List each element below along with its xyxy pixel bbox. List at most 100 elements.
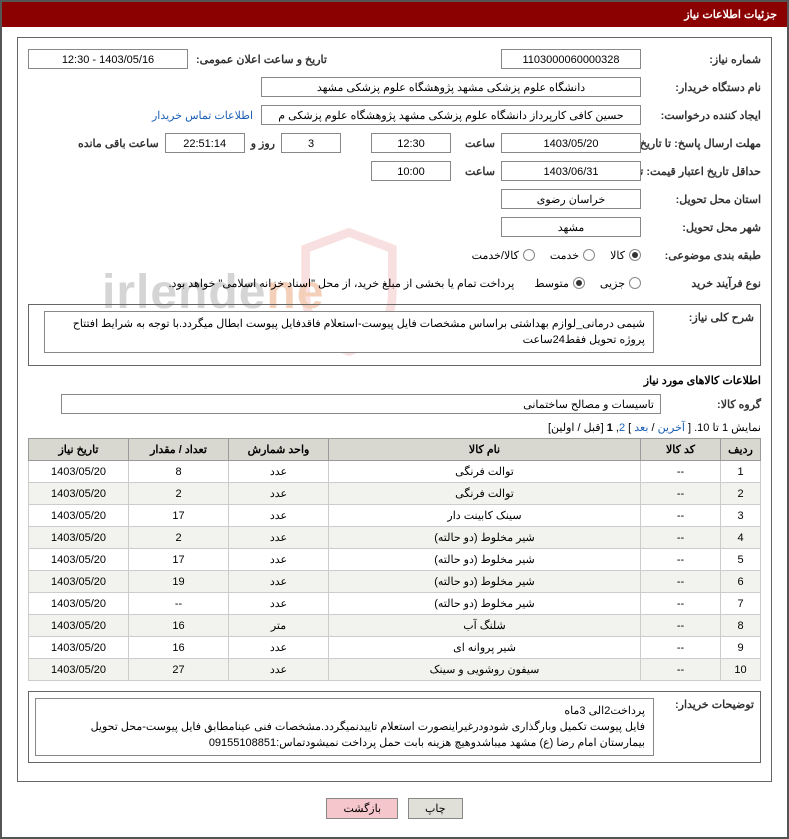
cell-name: سینک کابینت دار (329, 505, 641, 527)
label-city: شهر محل تحویل: (641, 221, 761, 234)
cell-unit: عدد (229, 659, 329, 681)
category-option-0[interactable]: کالا (610, 249, 641, 262)
cell-idx: 8 (721, 615, 761, 637)
cell-code: -- (641, 615, 721, 637)
cell-date: 1403/05/20 (29, 659, 129, 681)
label-hour-2: ساعت (451, 165, 501, 178)
row-ptype: نوع فرآیند خرید جزیی متوسط پرداخت تمام یا… (28, 272, 761, 294)
cell-name: شیر مخلوط (دو حالته) (329, 549, 641, 571)
th-unit: واحد شمارش (229, 439, 329, 461)
category-option-1[interactable]: خدمت (550, 249, 595, 262)
radio-label: کالا/خدمت (472, 249, 519, 262)
cell-code: -- (641, 593, 721, 615)
cell-qty: 16 (129, 637, 229, 659)
pager-prefix: نمایش 1 تا 10. [ (685, 422, 761, 434)
row-need-desc: شرح کلی نیاز: شیمی درمانی_لوازم بهداشتی … (35, 311, 754, 353)
cell-code: -- (641, 527, 721, 549)
field-validity-time: 10:00 (371, 161, 451, 181)
label-days-and: روز و (245, 137, 281, 150)
field-remaining-days: 3 (281, 133, 341, 153)
cell-idx: 1 (721, 461, 761, 483)
label-time-remaining: ساعت باقی مانده (70, 137, 165, 150)
print-button[interactable]: چاپ (408, 798, 463, 819)
cell-unit: عدد (229, 483, 329, 505)
cell-code: -- (641, 571, 721, 593)
cell-date: 1403/05/20 (29, 615, 129, 637)
radio-icon[interactable] (573, 277, 585, 289)
label-category: طبقه بندی موضوعی: (641, 249, 761, 262)
ptype-option-1[interactable]: متوسط (534, 277, 585, 290)
cell-unit: عدد (229, 637, 329, 659)
cell-date: 1403/05/20 (29, 461, 129, 483)
field-buyer-notes: پرداخت2الی 3ماه فایل پیوست تکمیل وبارگذا… (35, 698, 654, 756)
label-buyer-notes: توضیحات خریدار: (654, 698, 754, 711)
field-deadline-date: 1403/05/20 (501, 133, 641, 153)
field-province: خراسان رضوی (501, 189, 641, 209)
pager-next-link[interactable]: بعد (634, 422, 648, 434)
cell-unit: عدد (229, 571, 329, 593)
cell-idx: 5 (721, 549, 761, 571)
cell-date: 1403/05/20 (29, 637, 129, 659)
field-need-desc: شیمی درمانی_لوازم بهداشتی براساس مشخصات … (44, 311, 654, 353)
cell-unit: عدد (229, 549, 329, 571)
cell-name: شلنگ آب (329, 615, 641, 637)
cell-idx: 4 (721, 527, 761, 549)
goods-info-title: اطلاعات کالاهای مورد نیاز (28, 374, 761, 387)
table-row: 5--شیر مخلوط (دو حالته)عدد171403/05/20 (29, 549, 761, 571)
table-row: 10--سیفون روشویی و سینکعدد271403/05/20 (29, 659, 761, 681)
cell-date: 1403/05/20 (29, 571, 129, 593)
pager-prev: قبل (584, 422, 601, 434)
cell-code: -- (641, 461, 721, 483)
field-deadline-time: 12:30 (371, 133, 451, 153)
payment-note: پرداخت تمام یا بخشی از مبلغ خرید، از محل… (169, 277, 515, 290)
cell-unit: عدد (229, 461, 329, 483)
cell-qty: 2 (129, 527, 229, 549)
row-category: طبقه بندی موضوعی: کالا خدمت کالا/خدمت (28, 244, 761, 266)
back-button[interactable]: بازگشت (326, 798, 398, 819)
cell-name: شیر مخلوط (دو حالته) (329, 593, 641, 615)
label-ptype: نوع فرآیند خرید (641, 277, 761, 290)
cell-code: -- (641, 505, 721, 527)
label-buyer-org: نام دستگاه خریدار: (641, 81, 761, 94)
cell-qty: 17 (129, 505, 229, 527)
cell-unit: عدد (229, 505, 329, 527)
cell-qty: -- (129, 593, 229, 615)
radio-icon[interactable] (583, 249, 595, 261)
ptype-option-0[interactable]: جزیی (600, 277, 641, 290)
category-option-2[interactable]: کالا/خدمت (472, 249, 535, 262)
cell-code: -- (641, 659, 721, 681)
button-row: چاپ بازگشت (17, 790, 772, 827)
field-announce-dt: 1403/05/16 - 12:30 (28, 49, 188, 69)
buyer-notes-section: توضیحات خریدار: پرداخت2الی 3ماه فایل پیو… (28, 691, 761, 763)
table-row: 1--توالت فرنگیعدد81403/05/20 (29, 461, 761, 483)
th-name: نام کالا (329, 439, 641, 461)
cell-name: شیر مخلوط (دو حالته) (329, 571, 641, 593)
page-title: جزئیات اطلاعات نیاز (2, 2, 787, 27)
row-buyer-notes: توضیحات خریدار: پرداخت2الی 3ماه فایل پیو… (35, 698, 754, 756)
table-row: 4--شیر مخلوط (دو حالته)عدد21403/05/20 (29, 527, 761, 549)
cell-code: -- (641, 549, 721, 571)
table-row: 9--شیر پروانه ایعدد161403/05/20 (29, 637, 761, 659)
table-row: 2--توالت فرنگیعدد21403/05/20 (29, 483, 761, 505)
buyer-contact-link[interactable]: اطلاعات تماس خریدار (152, 109, 253, 122)
th-date: تاریخ نیاز (29, 439, 129, 461)
field-need-no: 1103000060000328 (501, 49, 641, 69)
radio-icon[interactable] (629, 277, 641, 289)
field-validity-date: 1403/06/31 (501, 161, 641, 181)
label-hour-1: ساعت (451, 137, 501, 150)
cell-date: 1403/05/20 (29, 593, 129, 615)
pager-last-link[interactable]: آخرین (658, 422, 685, 434)
radio-icon[interactable] (523, 249, 535, 261)
cell-qty: 2 (129, 483, 229, 505)
label-deadline: مهلت ارسال پاسخ: تا تاریخ: (641, 137, 761, 150)
cell-qty: 8 (129, 461, 229, 483)
cell-name: شیر مخلوط (دو حالته) (329, 527, 641, 549)
cell-qty: 27 (129, 659, 229, 681)
cell-idx: 6 (721, 571, 761, 593)
goods-table: ردیف کد کالا نام کالا واحد شمارش تعداد /… (28, 438, 761, 681)
radio-icon[interactable] (629, 249, 641, 261)
th-code: کد کالا (641, 439, 721, 461)
cell-date: 1403/05/20 (29, 483, 129, 505)
cell-idx: 10 (721, 659, 761, 681)
ptype-radio-group: جزیی متوسط (534, 277, 641, 290)
